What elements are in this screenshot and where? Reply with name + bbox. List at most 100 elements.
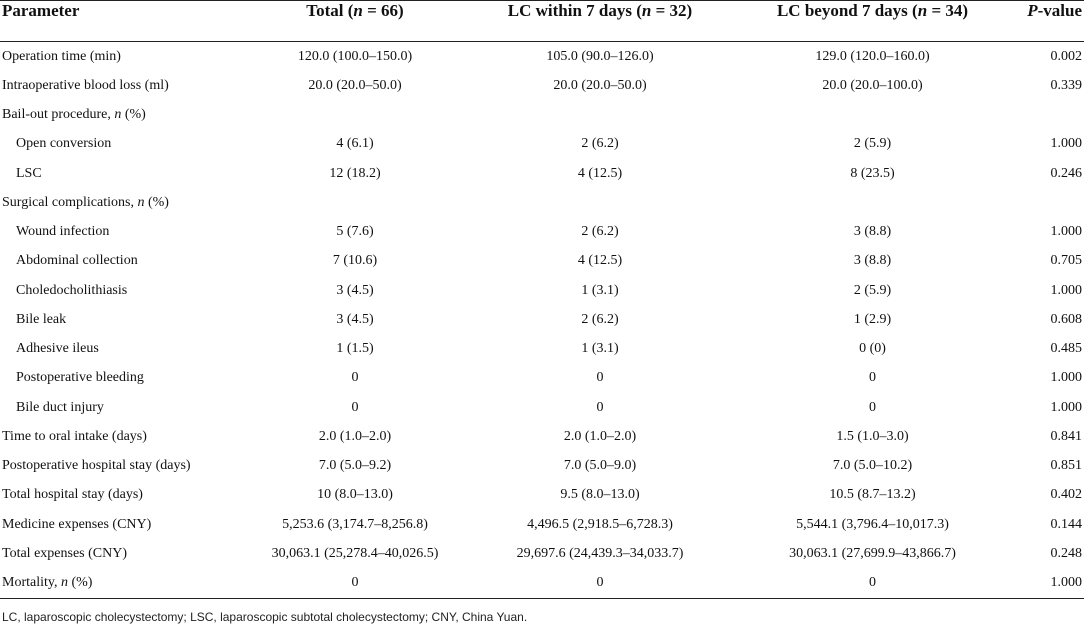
table-row: Bail-out procedure, n (%) [0,101,1084,130]
cell-p-value [1010,188,1084,217]
table-row: Open conversion 4 (6.1) 2 (6.2) 2 (5.9) 1.00… [0,130,1084,159]
cell-lc-within: 0 [465,568,735,599]
table-row: Postoperative bleeding 0 0 0 1.000 [0,364,1084,393]
cell-total: 10 (8.0–13.0) [317,487,393,503]
cell-total: 3 (4.5) [336,311,374,327]
cell-p-value: 1.000 [1050,136,1083,152]
cell-parameter: Operation time (min) [2,48,121,64]
results-table: Parameter Total (n = 66) LC within 7 day… [0,0,1084,599]
cell-parameter: Bail-out procedure, n (%) [2,107,146,123]
cell-lc-within: 1 (3.1) [581,282,619,298]
cell-p-value: 0.608 [1050,311,1083,327]
cell-lc-beyond: 5,544.1 (3,796.4–10,017.3) [796,516,949,532]
cell-lc-beyond: 1.5 (1.0–3.0) [836,428,909,444]
cell-total: 30,063.1 (25,278.4–40,026.5) [271,545,439,561]
cell-p-value: 0.841 [1050,428,1083,444]
cell-total: 5 (7.6) [336,224,374,240]
header-lc-within: LC within 7 days (n = 32) [465,0,735,42]
cell-lc-beyond: 20.0 (20.0–100.0) [822,77,923,93]
header-lc-beyond: LC beyond 7 days (n = 34) [735,0,1010,42]
cell-lc-within: 2 (6.2) [581,311,619,327]
cell-total: 7 (10.6) [332,253,378,269]
cell-p-value: 1.000 [1050,399,1083,415]
table-row: LSC 12 (18.2) 4 (12.5) 8 (23.5) 0.246 [0,159,1084,188]
table-row: Total expenses (CNY) 30,063.1 (25,278.4–4… [0,539,1084,568]
cell-lc-within [465,101,735,130]
table-footnote: LC, laparoscopic cholecystectomy; LSC, l… [2,610,528,624]
table-row: Adhesive ileus 1 (1.5) 1 (3.1) 0 (0) 0.485 [0,335,1084,364]
cell-parameter: Abdominal collection [16,253,138,269]
cell-parameter: Medicine expenses (CNY) [2,516,152,532]
cell-total: 5,253.6 (3,174.7–8,256.8) [282,516,428,532]
cell-lc-beyond [735,101,1010,130]
cell-lc-beyond [735,188,1010,217]
table-row: Wound infection 5 (7.6) 2 (6.2) 3 (8.8) 1.00… [0,218,1084,247]
cell-lc-beyond: 0 [869,399,876,415]
cell-p-value: 0.002 [1050,48,1083,64]
cell-lc-beyond: 0 [869,370,876,386]
cell-lc-within: 9.5 (8.0–13.0) [560,487,640,503]
cell-parameter: Total expenses (CNY) [2,545,127,561]
cell-lc-within: 0 [596,399,604,415]
table-row: Postoperative hospital stay (days) 7.0 (5… [0,452,1084,481]
cell-parameter: Mortality, n (%) [0,568,245,599]
cell-p-value: 0.339 [1050,77,1083,93]
cell-parameter: Postoperative hospital stay (days) [2,458,191,474]
cell-parameter: Time to oral intake (days) [2,428,147,444]
cell-parameter: Choledocholithiasis [16,282,128,298]
table-row: Mortality, n (%) 0 0 0 1.000 [0,568,1084,599]
cell-lc-beyond: 0 [735,568,1010,599]
cell-total [245,101,465,130]
header-parameter: Parameter [0,0,245,42]
cell-lc-beyond: 7.0 (5.0–10.2) [832,458,913,474]
cell-p-value [1010,101,1084,130]
cell-total: 12 (18.2) [329,165,381,181]
header-p-value: P-value [1010,0,1084,42]
cell-lc-within: 0 [596,370,604,386]
cell-parameter: Bile duct injury [16,399,104,415]
cell-parameter: Intraoperative blood loss (ml) [2,77,169,93]
cell-parameter: Bile leak [16,311,67,327]
table-body: Operation time (min) 120.0 (100.0–150.0) 1… [0,42,1084,599]
cell-p-value: 0.402 [1050,487,1083,503]
cell-p-value: 0.144 [1050,516,1083,532]
cell-total: 4 (6.1) [336,136,374,152]
cell-lc-beyond: 10.5 (8.7–13.2) [829,487,916,503]
table-row: Bile duct injury 0 0 0 1.000 [0,393,1084,422]
header-row: Parameter Total (n = 66) LC within 7 day… [0,0,1084,42]
cell-parameter: Postoperative bleeding [16,370,144,386]
cell-p-value: 0.248 [1050,545,1083,561]
cell-lc-within: 4 (12.5) [577,165,623,181]
cell-lc-beyond: 30,063.1 (27,699.9–43,866.7) [789,545,956,561]
cell-lc-beyond: 1 (2.9) [853,311,892,327]
cell-lc-beyond: 8 (23.5) [850,165,895,181]
cell-lc-beyond: 0 (0) [859,341,886,357]
cell-total: 0 [245,568,465,599]
cell-lc-within: 2.0 (1.0–2.0) [563,428,637,444]
cell-lc-within: 2 (6.2) [581,136,619,152]
cell-lc-within: 2 (6.2) [581,224,619,240]
cell-total [245,188,465,217]
table-row: Choledocholithiasis 3 (4.5) 1 (3.1) 2 (5.9)… [0,276,1084,305]
cell-total: 7.0 (5.0–9.2) [318,458,392,474]
table-row: Bile leak 3 (4.5) 2 (6.2) 1 (2.9) 0.608 [0,305,1084,334]
cell-total: 0 [351,370,359,386]
cell-p-value: 0.246 [1050,165,1083,181]
cell-total: 3 (4.5) [336,282,374,298]
cell-parameter: Adhesive ileus [16,341,99,357]
table-row: Operation time (min) 120.0 (100.0–150.0) 1… [0,42,1084,72]
cell-p-value: 1.000 [1010,568,1084,599]
cell-lc-beyond: 129.0 (120.0–160.0) [815,48,930,64]
table-row: Intraoperative blood loss (ml) 20.0 (20.0… [0,71,1084,100]
cell-lc-within: 4,496.5 (2,918.5–6,728.3) [527,516,673,532]
cell-lc-within: 105.0 (90.0–126.0) [546,48,654,64]
cell-lc-within: 7.0 (5.0–9.0) [563,458,637,474]
cell-lc-beyond: 2 (5.9) [853,136,892,152]
table-row: Medicine expenses (CNY) 5,253.6 (3,174.7–… [0,510,1084,539]
cell-p-value: 0.485 [1050,341,1083,357]
cell-p-value: 1.000 [1050,282,1083,298]
cell-total: 2.0 (1.0–2.0) [318,428,392,444]
cell-total: 0 [351,399,359,415]
cell-lc-beyond: 3 (8.8) [853,253,892,269]
